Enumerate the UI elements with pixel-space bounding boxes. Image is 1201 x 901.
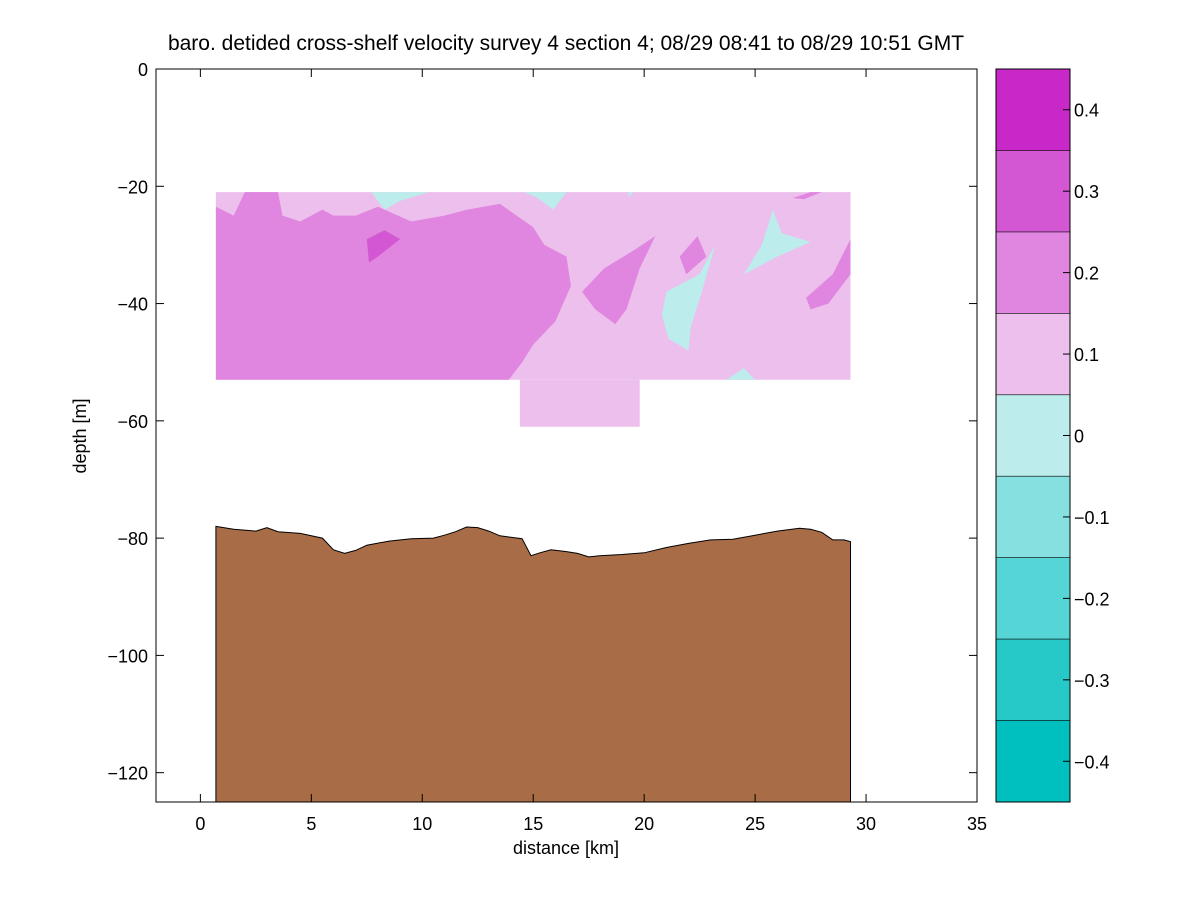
velocity-region-5 [679,236,707,275]
y-tick-label: −60 [117,412,148,432]
colorbar-tick-label: −0.2 [1074,589,1110,609]
colorbar-cell [996,720,1070,802]
colorbar-ticks: −0.4 −0.3 −0.2 −0.1 0 0.1 0.2 0.3 0.4 [1063,101,1110,772]
colorbar-cell [996,476,1070,558]
velocity-region-10 [628,192,634,198]
y-tick-label: −20 [117,177,148,197]
velocity-region-4 [582,236,656,325]
velocity-region-3 [366,230,401,263]
velocity-region-12 [744,209,811,275]
colorbar-tick-label: 0.4 [1074,101,1099,121]
y-axis-label: depth [m] [70,398,90,473]
plot-frame [155,68,978,803]
plot-area: 0 5 10 15 20 25 30 35 0 −20 −40 −60 −80 −100 −120 [107,60,987,834]
colorbar-cell [996,150,1070,232]
colorbar-cell [996,557,1070,640]
colorbar-tick-label: −0.4 [1074,752,1110,772]
velocity-region-11 [661,244,716,351]
x-axis-ticks: 0 5 10 15 20 25 30 35 [195,69,987,834]
x-tick-label: 30 [856,814,876,834]
velocity-contours [215,192,851,427]
x-tick-label: 10 [412,814,432,834]
colorbar-cell [996,313,1070,395]
x-tick-label: 0 [195,814,205,834]
velocity-region-7 [792,192,822,200]
x-tick-label: 5 [306,814,316,834]
colorbar-cell [996,394,1070,477]
chart-title: baro. detided cross-shelf velocity surve… [168,32,964,55]
y-tick-label: 0 [138,60,148,80]
seabed-bottom [215,525,851,803]
colorbar-frame [995,68,1071,803]
y-tick-label: −100 [107,646,148,666]
y-tick-label: −40 [117,295,148,315]
y-axis-ticks: 0 −20 −40 −60 −80 −100 −120 [107,60,977,784]
velocity-region-9 [524,192,567,210]
colorbar-tick-label: 0 [1074,427,1084,447]
x-tick-label: 25 [745,814,765,834]
velocity-region-2 [215,192,571,380]
x-tick-label: 15 [523,814,543,834]
y-tick-label: −80 [117,529,148,549]
velocity-region-6 [806,239,851,310]
colorbar: −0.4 −0.3 −0.2 −0.1 0 0.1 0.2 0.3 0.4 [995,68,1110,803]
colorbar-cell [996,231,1070,314]
colorbar-tick-label: 0.3 [1074,182,1099,202]
velocity-region-8 [371,192,429,210]
x-axis-label: distance [km] [513,838,619,858]
velocity-region-13 [726,368,756,380]
colorbar-cell [996,69,1070,151]
colorbar-tick-label: −0.3 [1074,671,1110,691]
colorbar-tick-label: 0.1 [1074,345,1099,365]
colorbar-cell [996,639,1070,721]
colorbar-tick-label: −0.1 [1074,508,1110,528]
velocity-region-1 [519,379,640,427]
x-tick-label: 20 [634,814,654,834]
x-tick-label: 35 [967,814,987,834]
y-tick-label: −120 [107,764,148,784]
colorbar-tick-label: 0.2 [1074,264,1099,284]
colorbar-cells [996,68,1070,803]
